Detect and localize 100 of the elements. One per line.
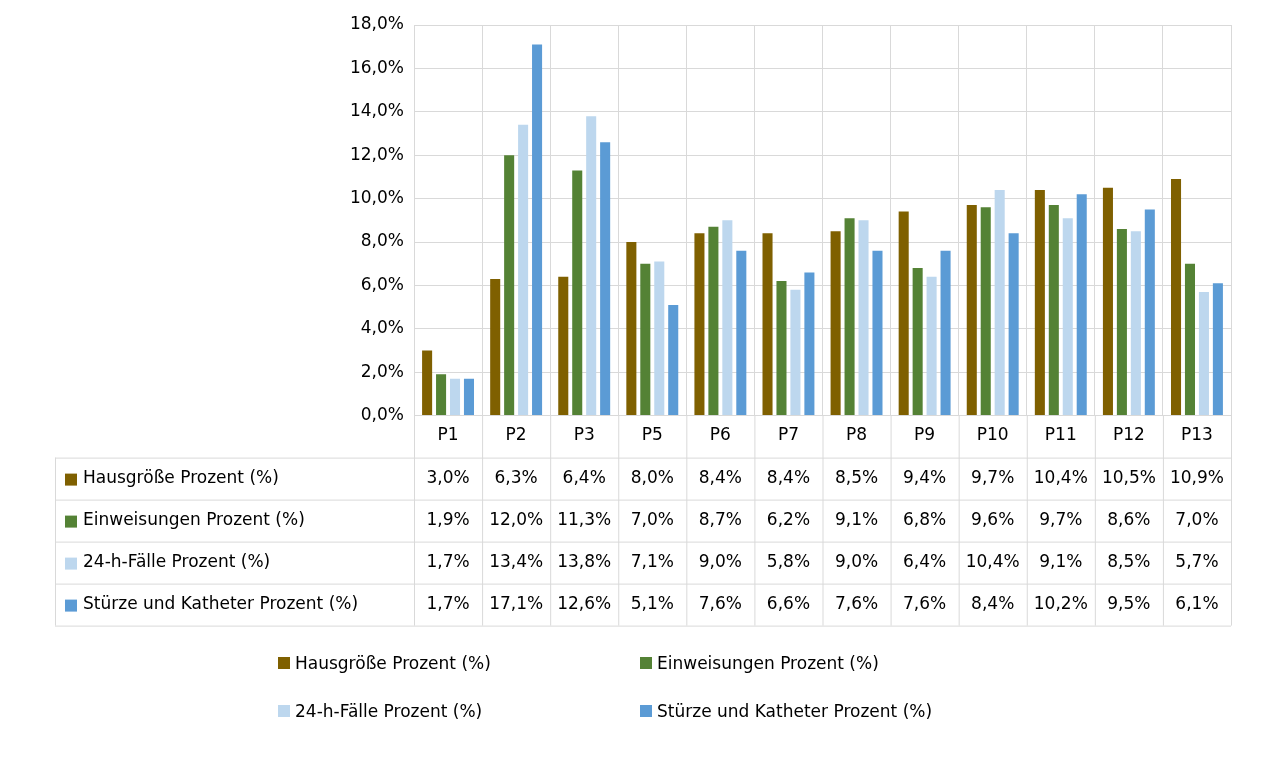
legend-label: Stürze und Katheter Prozent (%) bbox=[83, 593, 359, 614]
data-label: 9,1% bbox=[1039, 551, 1083, 572]
bar bbox=[1076, 194, 1087, 416]
bar bbox=[436, 374, 447, 416]
data-label: 8,5% bbox=[1107, 551, 1151, 572]
data-label: 8,0% bbox=[630, 467, 674, 488]
text: Einweisungen Prozent (%) bbox=[657, 652, 879, 673]
y-tick-label: 18,0% bbox=[349, 13, 404, 34]
bar bbox=[450, 378, 461, 416]
data-label: 11,3% bbox=[557, 509, 612, 530]
y-tick-label: 4,0% bbox=[360, 317, 404, 338]
bar bbox=[668, 304, 679, 416]
data-label: 5,7% bbox=[1175, 551, 1219, 572]
x-tick-label: P6 bbox=[709, 424, 731, 445]
text: Stürze und Katheter Prozent (%) bbox=[657, 700, 933, 721]
data-label: 9,4% bbox=[903, 467, 947, 488]
data-label: 10,4% bbox=[1033, 467, 1088, 488]
bar bbox=[694, 233, 705, 416]
bar bbox=[1048, 205, 1059, 416]
bar bbox=[872, 250, 883, 416]
x-tick-label: P8 bbox=[846, 424, 868, 445]
data-label: 13,8% bbox=[557, 551, 612, 572]
bar bbox=[722, 220, 733, 416]
data-label: 5,8% bbox=[766, 551, 811, 572]
data-label: 17,1% bbox=[489, 593, 544, 614]
y-tick-label: 2,0% bbox=[360, 360, 404, 381]
x-tick-label: P12 bbox=[1112, 424, 1145, 445]
bar bbox=[762, 233, 773, 416]
data-label: 10,4% bbox=[965, 551, 1020, 572]
data-label: 8,4% bbox=[971, 593, 1015, 614]
data-label: 12,0% bbox=[489, 509, 544, 530]
bar bbox=[790, 289, 801, 416]
data-label: 7,0% bbox=[630, 509, 674, 530]
x-tick-label: P3 bbox=[573, 424, 595, 445]
legend-label: Einweisungen Prozent (%) bbox=[83, 509, 305, 530]
bar bbox=[1116, 228, 1127, 416]
bar bbox=[912, 268, 923, 416]
y-tick-label: 12,0% bbox=[349, 143, 404, 164]
bar bbox=[1008, 233, 1019, 416]
bar bbox=[804, 272, 815, 416]
x-tick-label: P2 bbox=[505, 424, 527, 445]
bar bbox=[858, 220, 869, 416]
x-tick-label: P1 bbox=[437, 424, 459, 445]
data-label: 9,0% bbox=[698, 551, 742, 572]
data-label: 7,0% bbox=[1175, 509, 1219, 530]
legend-label: 24-h-Fälle Prozent (%) bbox=[83, 551, 271, 572]
data-label: 9,0% bbox=[834, 551, 879, 572]
bar bbox=[600, 142, 611, 416]
x-tick-label: P7 bbox=[777, 424, 799, 445]
data-label: 1,9% bbox=[426, 509, 470, 530]
bar bbox=[654, 261, 665, 416]
bar bbox=[1184, 263, 1196, 416]
text: 24-h-Fälle Prozent (%) bbox=[295, 700, 483, 721]
bar bbox=[1144, 209, 1155, 416]
data-label: 8,5% bbox=[834, 467, 879, 488]
data-label: 6,1% bbox=[1175, 593, 1219, 614]
data-label: 6,3% bbox=[494, 467, 538, 488]
data-label: 1,7% bbox=[426, 593, 470, 614]
y-tick-label: 6,0% bbox=[360, 273, 404, 294]
bar bbox=[926, 276, 937, 416]
data-label: 8,4% bbox=[766, 467, 811, 488]
data-label: 3,0% bbox=[426, 467, 470, 488]
text: Hausgröße Prozent (%) bbox=[295, 652, 491, 673]
bar bbox=[940, 250, 951, 416]
data-label: 7,6% bbox=[698, 593, 742, 614]
x-tick-label: P11 bbox=[1044, 424, 1077, 445]
data-label: 10,9% bbox=[1169, 467, 1224, 488]
bar bbox=[1102, 187, 1113, 416]
data-label: 6,4% bbox=[903, 551, 947, 572]
bar bbox=[1198, 291, 1209, 416]
data-label: 6,8% bbox=[903, 509, 947, 530]
bar bbox=[1062, 218, 1073, 416]
data-label: 7,1% bbox=[630, 551, 674, 572]
data-label: 9,1% bbox=[834, 509, 879, 530]
y-tick-label: 10,0% bbox=[349, 187, 404, 208]
data-label: 9,7% bbox=[1039, 509, 1083, 530]
y-tick-label: 14,0% bbox=[349, 100, 404, 121]
data-label: 5,1% bbox=[630, 593, 674, 614]
data-label: 8,4% bbox=[698, 467, 742, 488]
data-label: 8,7% bbox=[698, 509, 742, 530]
bar bbox=[640, 263, 651, 416]
x-tick-label: P10 bbox=[976, 424, 1009, 445]
bar bbox=[463, 378, 475, 416]
data-label: 10,5% bbox=[1101, 467, 1156, 488]
bar bbox=[626, 242, 637, 416]
bar bbox=[966, 205, 977, 416]
bar bbox=[776, 281, 787, 416]
bar bbox=[1034, 189, 1045, 416]
data-label: 12,6% bbox=[557, 593, 612, 614]
bar bbox=[518, 124, 529, 416]
bar bbox=[898, 211, 909, 416]
bar bbox=[980, 207, 991, 416]
data-label: 10,2% bbox=[1033, 593, 1088, 614]
bar bbox=[532, 44, 543, 416]
data-label: 6,6% bbox=[766, 593, 811, 614]
data-label: 9,6% bbox=[971, 509, 1015, 530]
bar bbox=[490, 278, 501, 416]
y-tick-label: 16,0% bbox=[349, 56, 404, 77]
data-label: 6,2% bbox=[766, 509, 811, 530]
bar bbox=[504, 155, 515, 416]
